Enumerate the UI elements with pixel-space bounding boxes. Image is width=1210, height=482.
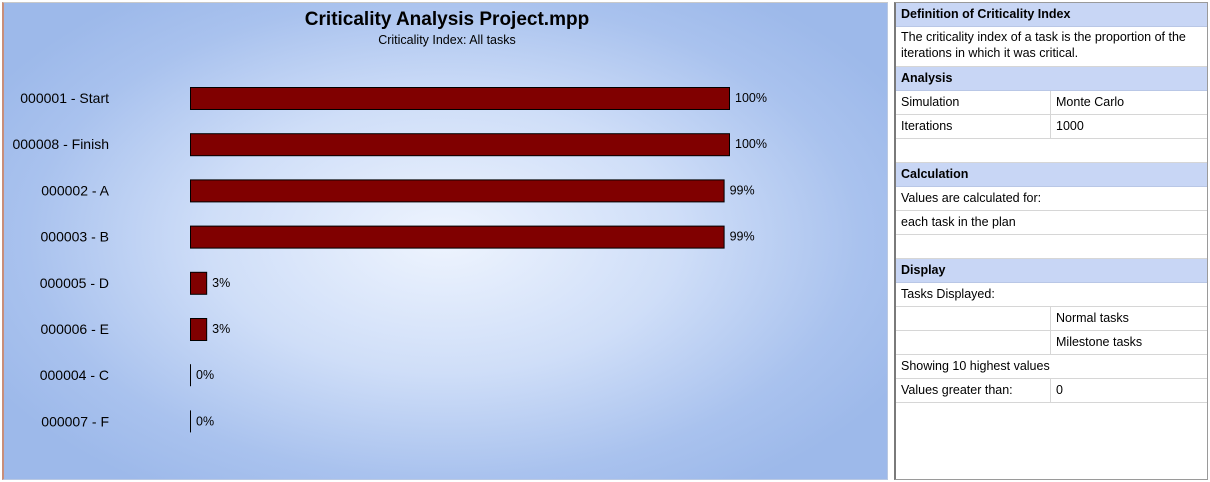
analysis-heading: Analysis [896,67,1207,91]
iterations-label: Iterations [896,115,1051,138]
bar [190,87,730,110]
calculation-heading: Calculation [896,163,1207,187]
task-type-milestone: Milestone tasks [1056,335,1143,349]
calc-row-1: Values are calculated for: [896,187,1207,211]
bar [190,364,191,387]
tasks-displayed-label: Tasks Displayed: [901,287,995,301]
category-label: 000003 - B [41,229,110,245]
value-label: 99% [730,230,755,244]
greater-than-row: Values greater than: 0 [896,379,1207,403]
category-label: 000004 - C [40,367,109,383]
bar [190,271,208,295]
blank-row [896,139,1207,163]
category-label: 000007 - F [41,413,109,429]
value-label: 0% [196,414,214,428]
task-type-row-normal: Normal tasks [896,307,1207,331]
bar [190,410,191,433]
value-label: 0% [196,368,214,382]
tasks-displayed-row: Tasks Displayed: [896,283,1207,307]
properties-panel: Definition of Criticality Index The crit… [894,2,1208,480]
bar [190,133,730,157]
showing-text: Showing 10 highest values [901,359,1050,373]
simulation-value: Monte Carlo [1056,95,1125,109]
value-label: 3% [212,322,230,336]
simulation-label: Simulation [896,91,1051,114]
category-label: 000006 - E [41,321,110,337]
display-heading: Display [896,259,1207,283]
bar-chart: 000001 - Start 100% 000008 - Finish 100% 000… [12,87,767,433]
analysis-row-iterations: Iterations 1000 [896,115,1207,139]
value-label: 100% [735,137,767,151]
value-label: 99% [730,183,755,197]
bar [190,318,208,341]
definition-text: The criticality index of a task is the p… [896,27,1207,67]
value-label: 3% [212,276,230,290]
definition-heading: Definition of Criticality Index [896,3,1207,27]
value-label: 100% [735,91,767,105]
greater-than-value: 0 [1056,383,1063,397]
category-label: 000001 - Start [20,90,109,106]
showing-row: Showing 10 highest values [896,355,1207,379]
blank-row [896,235,1207,259]
category-label: 000008 - Finish [12,136,109,152]
iterations-value: 1000 [1056,119,1084,133]
calc-line-1: Values are calculated for: [901,191,1042,205]
bar [190,179,725,203]
category-label: 000005 - D [40,275,109,291]
task-type-row-milestone: Milestone tasks [896,331,1207,355]
greater-than-label: Values greater than: [896,379,1051,402]
calc-row-2: each task in the plan [896,211,1207,235]
bar [190,225,725,249]
category-label: 000002 - A [41,182,109,198]
chart-subtitle: Criticality Index: All tasks [378,33,516,47]
calc-line-2: each task in the plan [901,215,1016,229]
chart-panel: Criticality Analysis Project.mpp Critica… [2,2,888,480]
empty-cell [896,331,1051,354]
chart-title: Criticality Analysis Project.mpp [304,9,590,30]
empty-cell [896,307,1051,330]
analysis-row-simulation: Simulation Monte Carlo [896,91,1207,115]
task-type-normal: Normal tasks [1056,311,1129,325]
